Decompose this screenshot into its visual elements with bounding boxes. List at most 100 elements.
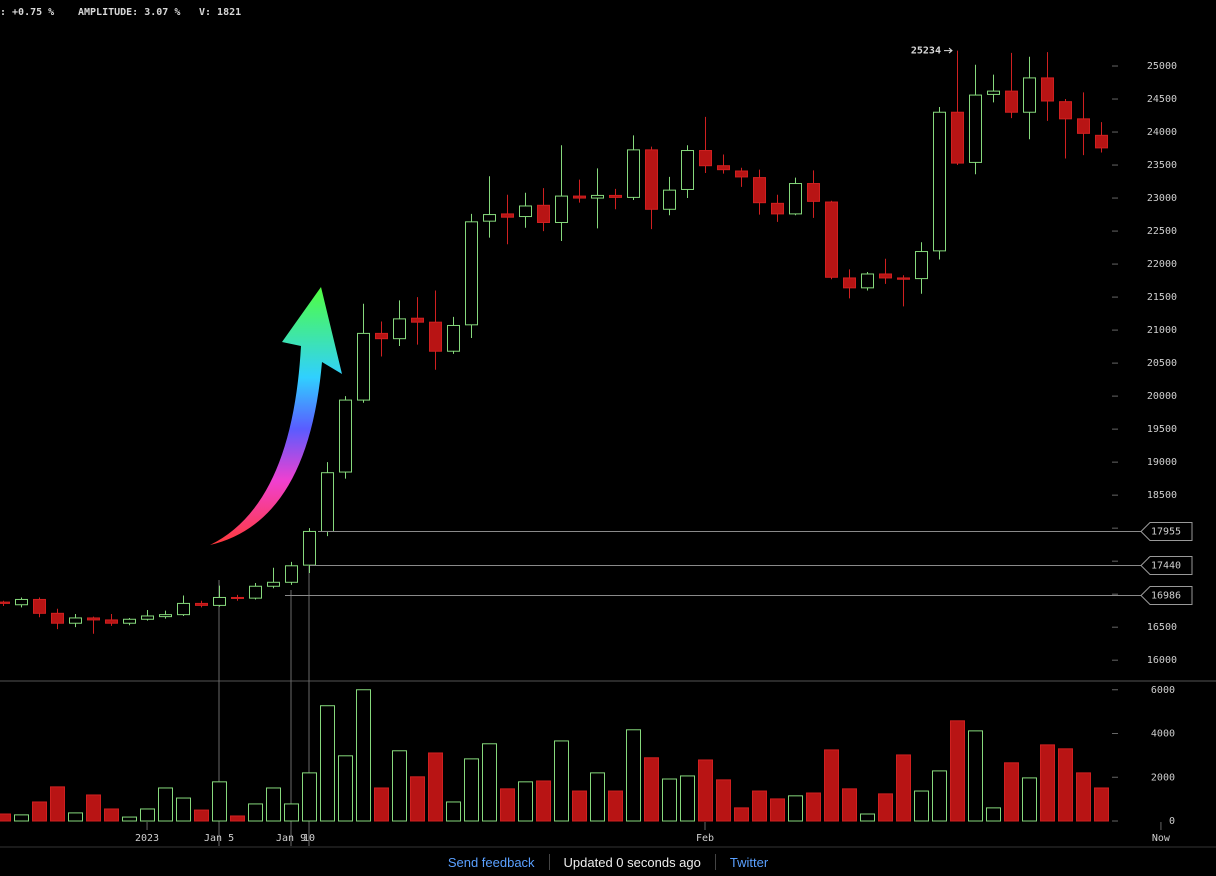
y-tick-label: 25000 (1147, 61, 1177, 72)
y-tick-label: 16500 (1147, 622, 1177, 633)
x-tick-label: Jan 9 (276, 833, 306, 844)
price-tag (1140, 556, 1193, 575)
price-tag-label: 17440 (1151, 561, 1181, 572)
volume-bar (914, 790, 929, 822)
candle-body (879, 273, 892, 279)
candle-body (555, 195, 568, 223)
candle-body (843, 277, 856, 289)
candle-body (339, 399, 352, 473)
stat: V: 1821 (199, 7, 241, 18)
candle-body (717, 165, 730, 171)
volume-bar (1022, 777, 1037, 822)
volume-bar (86, 794, 101, 822)
volume-bar (1058, 748, 1073, 822)
candle-body (159, 614, 172, 618)
volume-bar (1076, 772, 1091, 822)
candle-body (447, 324, 460, 352)
volume-bar (932, 770, 947, 822)
candle-body (591, 194, 604, 199)
y-tick-label: 19000 (1147, 457, 1177, 468)
y-tick-label: 16000 (1147, 655, 1177, 666)
y-tick-label: 22000 (1147, 259, 1177, 270)
volume-bar (500, 788, 515, 822)
twitter-link[interactable]: Twitter (729, 854, 769, 870)
candle-body (735, 170, 748, 178)
volume-bar (248, 803, 263, 822)
candle-body (69, 617, 82, 624)
volume-bar (698, 759, 713, 822)
update-status: Updated 0 seconds ago (563, 854, 701, 870)
volume-bar (716, 779, 731, 822)
volume-bar (608, 790, 623, 822)
separator (714, 854, 716, 870)
volume-bar (50, 786, 65, 822)
y-tick-label: 24500 (1147, 94, 1177, 105)
y-tick-label: 21000 (1147, 325, 1177, 336)
volume-bar (176, 797, 191, 822)
candle-body (411, 317, 424, 323)
volume-bar (572, 790, 587, 822)
candle-body (303, 530, 316, 566)
candle-body (771, 202, 784, 215)
price-tag (1140, 522, 1193, 541)
candle-body (1023, 77, 1036, 113)
volume-bar (194, 809, 209, 822)
max-arrow (943, 47, 953, 54)
candle-body (375, 332, 388, 340)
volume-bar (968, 730, 983, 822)
candle-body (249, 585, 262, 599)
feedback-link[interactable]: Send feedback (447, 854, 535, 870)
candle-body (681, 150, 694, 190)
volume-bar (14, 814, 29, 822)
candle-body (987, 90, 1000, 95)
volume-bar (302, 772, 317, 822)
volume-bar (284, 803, 299, 822)
candle-body (753, 177, 766, 204)
volume-bar (446, 801, 461, 822)
volume-bar (32, 801, 47, 822)
volume-bar (860, 813, 875, 822)
y-tick-label: 18500 (1147, 490, 1177, 501)
volume-bar (68, 812, 83, 822)
volume-bar (392, 750, 407, 822)
volume-bar (158, 787, 173, 822)
candle-body (1005, 90, 1018, 113)
volume-bar (590, 772, 605, 822)
price-tag (1140, 586, 1193, 605)
candle-body (0, 601, 10, 604)
volume-bar (878, 793, 893, 822)
candle-body (627, 149, 640, 198)
x-tick-label: 10 (303, 833, 315, 844)
candle-body (789, 183, 802, 215)
candle-body (537, 204, 550, 223)
candle-body (141, 615, 154, 620)
volume-bar (752, 790, 767, 822)
volume-bar (338, 755, 353, 822)
volume-bar (356, 689, 371, 822)
candle-body (285, 565, 298, 583)
candle-body (1077, 118, 1090, 134)
volume-bar (644, 757, 659, 822)
volume-bar (770, 798, 785, 822)
volume-bar (374, 787, 389, 822)
candle-body (915, 251, 928, 280)
max-label: 25234 (911, 46, 941, 57)
volume-bar (518, 781, 533, 822)
candle-body (645, 149, 658, 210)
stat: AMPLITUDE: 3.07 % (78, 7, 180, 18)
candle-body (663, 189, 676, 210)
volume-bar (554, 740, 569, 822)
x-tick-label: 2023 (135, 833, 159, 844)
volume-bar (806, 792, 821, 822)
candle-body (429, 321, 442, 352)
volume-bar (626, 729, 641, 822)
volume-bar (842, 788, 857, 822)
rainbow-arrow (210, 287, 342, 545)
volume-bar (122, 816, 137, 822)
candle-body (699, 150, 712, 167)
y-tick-label: 20500 (1147, 358, 1177, 369)
candle-body (33, 598, 46, 614)
price-tag-label: 17955 (1151, 527, 1181, 538)
volume-bar (212, 781, 227, 822)
